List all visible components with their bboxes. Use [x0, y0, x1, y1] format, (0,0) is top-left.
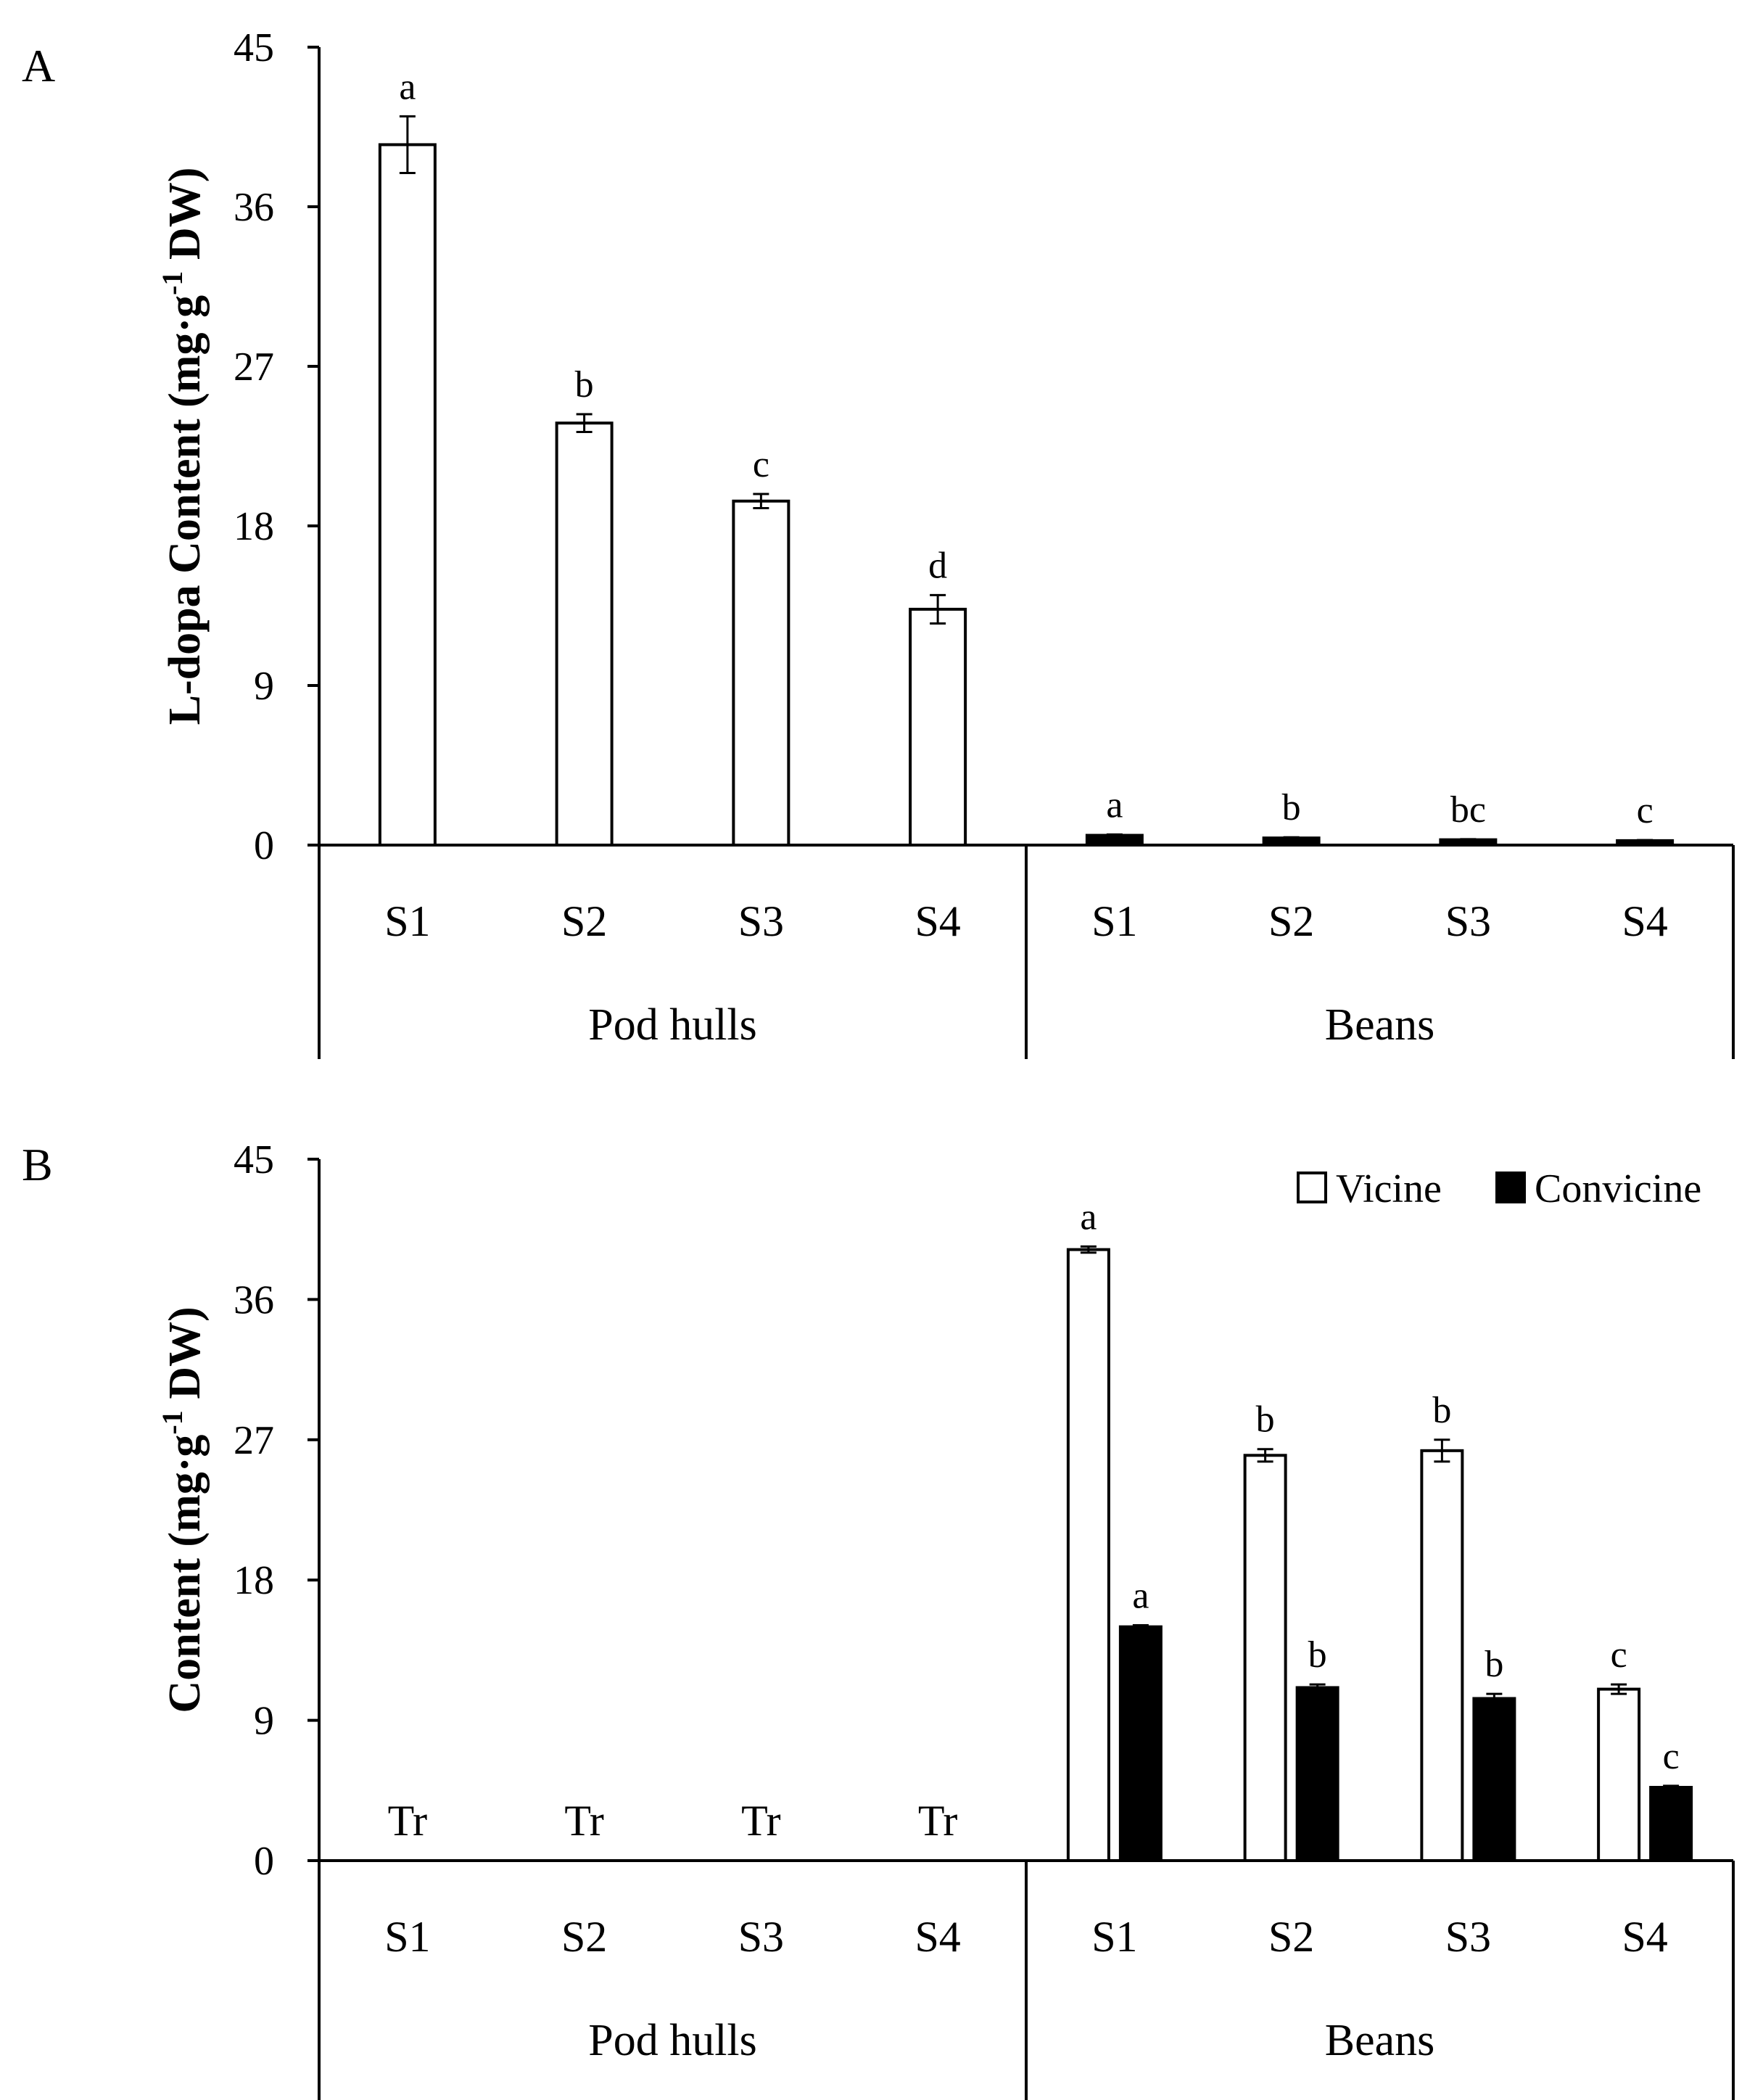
y-axis-label-text: Content (mg·g — [160, 1435, 210, 1713]
x-category-label: S1 — [384, 897, 430, 945]
significance-letter: b — [1485, 1644, 1503, 1685]
bar — [909, 607, 967, 847]
y-tick-label: 36 — [234, 185, 274, 230]
y-axis-label: Content (mg·g-1 DW) — [156, 1306, 210, 1713]
trace-label: Tr — [741, 1797, 781, 1845]
x-category-label: S4 — [1622, 1913, 1667, 1961]
panel-label: B — [22, 1139, 53, 1190]
x-group-label: Beans — [1325, 2016, 1435, 2065]
y-axis-label-sup: -1 — [156, 1410, 189, 1434]
significance-letter: b — [1432, 1390, 1451, 1431]
x-category-label: S3 — [1445, 1913, 1491, 1961]
significance-letter: a — [399, 66, 416, 107]
x-category-label: S1 — [384, 1913, 430, 1961]
x-category-label: S4 — [914, 1913, 960, 1961]
bar — [1066, 1248, 1110, 1862]
x-category-label: S3 — [738, 1913, 784, 1961]
legend-swatch-convicine — [1495, 1172, 1526, 1203]
significance-letter: b — [1308, 1634, 1327, 1676]
significance-letter: c — [753, 444, 769, 485]
bar — [1420, 1449, 1464, 1862]
trace-label: Tr — [564, 1797, 604, 1845]
x-group-label: Beans — [1325, 1000, 1435, 1050]
y-tick-label: 0 — [254, 823, 274, 868]
legend-swatch-vicine — [1297, 1172, 1327, 1203]
y-axis-label-sup: -1 — [156, 271, 189, 295]
panel-A: A 0 9 18 27 36 45 L-dopa Content (mg·g-1 DW) S1 S… — [22, 25, 1735, 1059]
y-tick-label: 9 — [254, 664, 274, 709]
x-category-label: S4 — [914, 897, 960, 945]
bar — [555, 421, 614, 847]
significance-letter: c — [1663, 1736, 1680, 1777]
y-axis-label-text: DW) — [160, 1306, 210, 1410]
y-tick-label: 27 — [234, 1418, 274, 1463]
bar — [1243, 1454, 1287, 1863]
x-category-label: S3 — [1445, 897, 1491, 945]
y-tick-label: 45 — [234, 1137, 274, 1182]
y-tick-label: 9 — [254, 1699, 274, 1744]
significance-letter: a — [1080, 1196, 1097, 1238]
x-category-label: S1 — [1091, 897, 1137, 945]
y-tick-label: 18 — [234, 504, 274, 549]
x-category-label: S4 — [1622, 897, 1667, 945]
y-axis-label: L-dopa Content (mg·g-1 DW) — [156, 168, 210, 725]
trace-label: Tr — [918, 1797, 958, 1845]
x-category-label: S2 — [1268, 1913, 1314, 1961]
x-group-label: Pod hulls — [588, 1000, 757, 1050]
y-axis-label-text: L-dopa Content (mg·g — [160, 295, 210, 725]
bar — [378, 143, 437, 847]
y-tick-label: 18 — [234, 1558, 274, 1603]
bar — [1118, 1625, 1163, 1863]
bar — [1597, 1687, 1641, 1863]
significance-letter: bc — [1450, 789, 1486, 831]
bar — [1649, 1786, 1693, 1862]
y-tick-label: 27 — [234, 345, 274, 390]
x-category-label: S2 — [561, 1913, 607, 1961]
significance-letter: d — [928, 545, 947, 586]
x-category-label: S2 — [1268, 897, 1314, 945]
x-category-label: S3 — [738, 897, 784, 945]
panel-label: A — [22, 40, 55, 91]
bar — [732, 499, 790, 847]
y-tick-label: 45 — [234, 25, 274, 70]
significance-letter: a — [1132, 1576, 1149, 1617]
bar — [1472, 1697, 1516, 1863]
y-axis-label-text: DW) — [160, 168, 210, 271]
legend-label-convicine: Convicine — [1535, 1166, 1701, 1211]
x-group-label: Pod hulls — [588, 2016, 757, 2065]
x-category-label: S1 — [1091, 1913, 1137, 1961]
bar — [1295, 1686, 1339, 1863]
y-tick-label: 0 — [254, 1839, 274, 1884]
trace-label: Tr — [388, 1797, 428, 1845]
significance-letter: a — [1106, 784, 1123, 825]
significance-letter: b — [1256, 1399, 1275, 1441]
y-tick-label: 36 — [234, 1277, 274, 1322]
x-category-label: S2 — [561, 897, 607, 945]
significance-letter: c — [1637, 790, 1653, 831]
legend-label-vicine: Vicine — [1336, 1166, 1442, 1211]
significance-letter: b — [1282, 787, 1301, 828]
significance-letter: b — [575, 364, 594, 405]
panel-B: B 0 9 18 27 36 45 Content (mg·g-1 DW) S1 S2 S3 S4 Po… — [22, 1137, 1735, 2100]
significance-letter: c — [1611, 1634, 1627, 1676]
